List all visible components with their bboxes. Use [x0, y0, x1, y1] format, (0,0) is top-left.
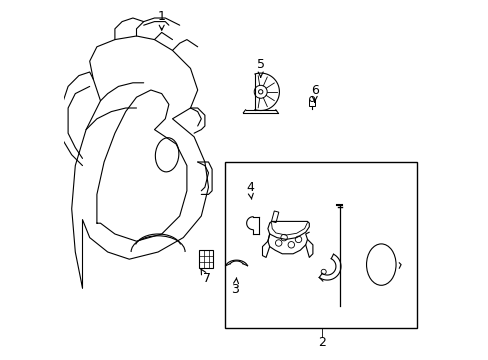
Bar: [271, 211, 278, 222]
Circle shape: [280, 234, 287, 241]
Circle shape: [321, 269, 325, 274]
Circle shape: [287, 242, 294, 248]
Circle shape: [275, 240, 282, 246]
Circle shape: [309, 96, 314, 102]
Text: 1: 1: [158, 10, 165, 30]
Text: 4: 4: [245, 181, 253, 199]
Text: 6: 6: [310, 84, 318, 102]
Text: 5: 5: [256, 58, 264, 77]
Text: 7: 7: [201, 269, 210, 285]
Bar: [309, 99, 314, 106]
Text: 2: 2: [317, 336, 325, 348]
Bar: [224, 162, 416, 328]
Circle shape: [295, 236, 301, 243]
Text: 3: 3: [231, 278, 239, 296]
